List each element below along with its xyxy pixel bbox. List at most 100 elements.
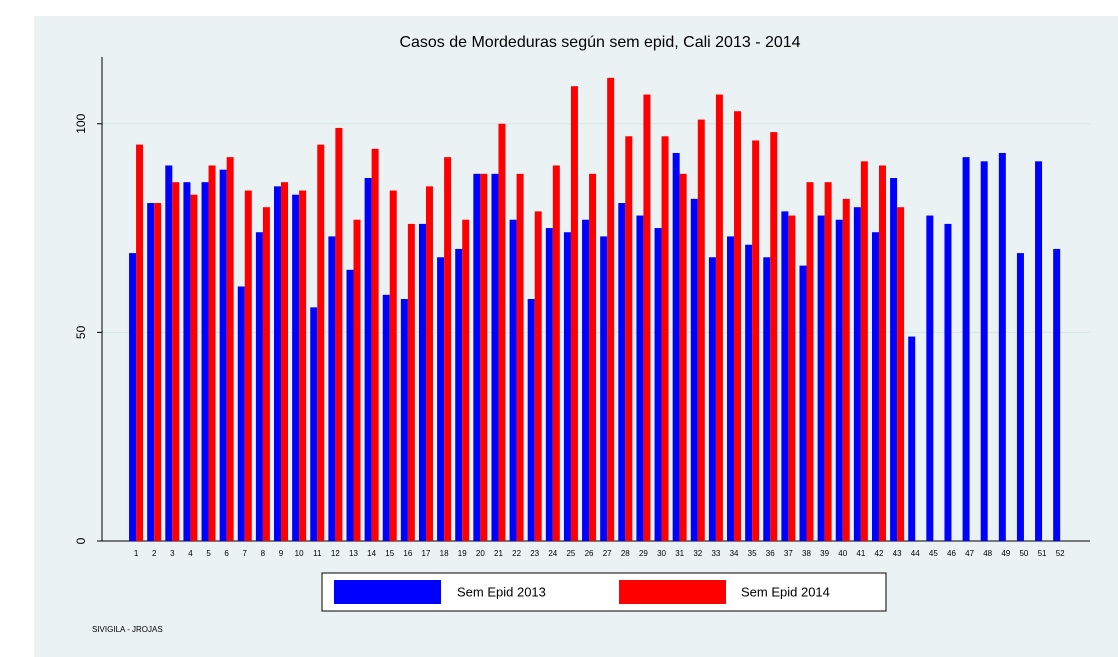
- bar: [842, 198, 850, 542]
- bar: [292, 194, 300, 542]
- bar: [444, 157, 452, 541]
- bar: [835, 219, 843, 542]
- x-tick-label: 27: [603, 549, 612, 558]
- bar: [545, 228, 553, 541]
- bar: [190, 194, 198, 542]
- bar: [154, 203, 162, 541]
- x-tick-label: 17: [422, 549, 431, 558]
- bar: [534, 211, 542, 541]
- x-tick-label: 9: [279, 549, 284, 558]
- bar: [208, 165, 216, 541]
- bar: [274, 186, 282, 541]
- x-tick-label: 21: [494, 549, 503, 558]
- bar: [328, 236, 336, 541]
- x-tick-label: 24: [548, 549, 557, 558]
- legend-swatch: [619, 580, 726, 604]
- bar: [425, 186, 433, 541]
- x-tick-label: 22: [512, 549, 521, 558]
- x-tick-label: 31: [675, 549, 684, 558]
- x-tick-label: 13: [349, 549, 358, 558]
- x-tick-label: 43: [893, 549, 902, 558]
- bar: [734, 111, 742, 541]
- x-tick-label: 14: [367, 549, 376, 558]
- bar: [781, 211, 789, 541]
- bar: [407, 223, 415, 541]
- bar: [643, 94, 651, 541]
- bar: [871, 232, 879, 541]
- bar: [618, 203, 626, 541]
- bar: [389, 190, 397, 541]
- x-tick-label: 10: [295, 549, 304, 558]
- bar: [1035, 161, 1043, 541]
- bar: [364, 178, 372, 541]
- x-tick-label: 51: [1038, 549, 1047, 558]
- bar: [237, 286, 245, 541]
- bar: [654, 228, 662, 541]
- bar: [147, 203, 155, 541]
- bar: [806, 182, 814, 541]
- x-tick-label: 7: [243, 549, 248, 558]
- x-tick-label: 37: [784, 549, 793, 558]
- bar: [817, 215, 825, 541]
- bar: [570, 86, 578, 541]
- bar: [661, 136, 669, 541]
- x-tick-label: 23: [530, 549, 539, 558]
- bar: [353, 219, 361, 542]
- x-tick-label: 5: [206, 549, 211, 558]
- x-tick-label: 16: [403, 549, 412, 558]
- x-tick-label: 45: [929, 549, 938, 558]
- bar: [600, 236, 608, 541]
- bar: [310, 307, 318, 541]
- bar: [1053, 248, 1061, 541]
- bar: [636, 215, 644, 541]
- chart-title: Casos de Mordeduras según sem epid, Cali…: [399, 34, 800, 51]
- bar: [788, 215, 796, 541]
- bar: [552, 165, 560, 541]
- bar: [382, 294, 390, 541]
- x-tick-label: 30: [657, 549, 666, 558]
- bar: [763, 257, 771, 541]
- legend-label: Sem Epid 2013: [457, 584, 546, 599]
- legend-label: Sem Epid 2014: [741, 584, 830, 599]
- y-tick-label: 50: [74, 325, 88, 339]
- bar: [860, 161, 868, 541]
- bar: [491, 173, 499, 542]
- x-tick-label: 2: [152, 549, 157, 558]
- bar: [589, 173, 597, 542]
- bar: [853, 207, 861, 541]
- x-tick-label: 52: [1056, 549, 1065, 558]
- bar: [129, 253, 137, 541]
- y-tick-label: 100: [74, 113, 88, 133]
- bar: [346, 269, 354, 541]
- x-tick-label: 3: [170, 549, 175, 558]
- bar: [1016, 253, 1024, 541]
- bar: [697, 119, 705, 541]
- bar: [244, 190, 252, 541]
- x-tick-label: 49: [1001, 549, 1010, 558]
- caption: SIVIGILA - JROJAS: [92, 625, 163, 634]
- x-tick-label: 12: [331, 549, 340, 558]
- x-tick-label: 47: [965, 549, 974, 558]
- bar: [498, 123, 506, 542]
- y-tick-label: 0: [74, 537, 88, 544]
- bar: [226, 157, 234, 541]
- bar: [281, 182, 289, 541]
- bar: [998, 152, 1006, 541]
- bar: [418, 223, 426, 541]
- x-tick-label: 4: [188, 549, 193, 558]
- x-tick-label: 1: [134, 549, 139, 558]
- x-tick-label: 20: [476, 549, 485, 558]
- x-tick-label: 6: [224, 549, 229, 558]
- x-tick-label: 33: [711, 549, 720, 558]
- bar: [183, 182, 191, 541]
- bar: [897, 207, 905, 541]
- bar: [908, 336, 916, 541]
- bar: [400, 299, 408, 541]
- x-tick-label: 35: [748, 549, 757, 558]
- bar: [715, 94, 723, 541]
- x-tick-label: 44: [911, 549, 920, 558]
- bar: [371, 148, 379, 542]
- bar: [770, 132, 778, 541]
- x-tick-label: 28: [621, 549, 630, 558]
